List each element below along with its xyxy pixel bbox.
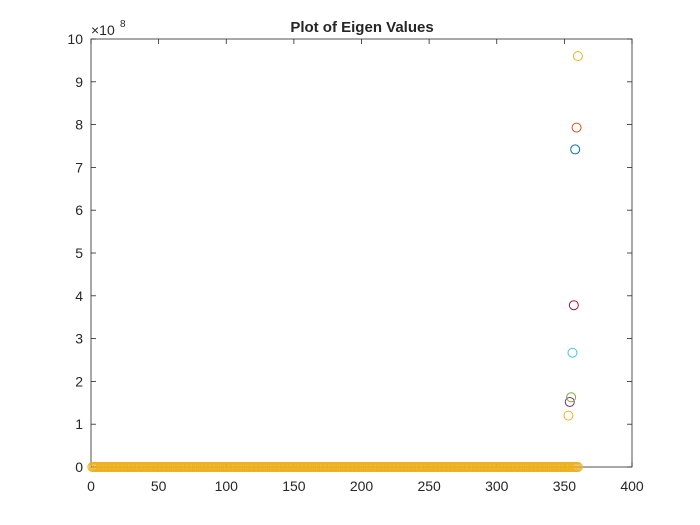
x-tick-label: 0 — [87, 478, 95, 494]
y-tick-label: 2 — [75, 373, 83, 389]
eigenvalue-point — [572, 51, 583, 62]
baseline-point — [572, 462, 583, 472]
y-tick-label: 5 — [75, 245, 83, 261]
y-tick-label: 4 — [75, 288, 83, 304]
y-multiplier-exponent: 8 — [120, 19, 126, 30]
x-tick-label: 250 — [417, 478, 441, 494]
eigenvalue-point — [566, 392, 577, 403]
eigenvalue-point — [568, 300, 579, 311]
x-tick-label: 400 — [620, 478, 644, 494]
data-points — [87, 51, 583, 472]
x-tick-label: 150 — [282, 478, 306, 494]
x-tick-label: 100 — [215, 478, 239, 494]
x-tick-label: 300 — [485, 478, 509, 494]
y-tick-label: 1 — [75, 416, 83, 432]
y-tick-label: 8 — [75, 117, 83, 133]
eigenvalue-point — [564, 396, 575, 407]
axes: 0 50 100 150 200 250 300 350 400 0 1 2 3 4 5 6 7 8 9 10 — [67, 31, 643, 494]
x-tick-label: 350 — [553, 478, 577, 494]
y-tick-label: 7 — [75, 159, 83, 175]
y-tick-label: 3 — [75, 331, 83, 347]
y-tick-label: 6 — [75, 202, 83, 218]
eigenvalue-point — [571, 122, 582, 133]
x-tick-label: 200 — [350, 478, 374, 494]
y-tick-label: 10 — [67, 31, 83, 47]
eigenvalue-point — [563, 410, 574, 421]
y-axis-multiplier: ×10 8 — [91, 19, 126, 38]
y-tick-label: 0 — [75, 459, 83, 475]
x-tick-label: 50 — [151, 478, 167, 494]
eigenvalue-point — [570, 144, 581, 155]
eigenvalue-point — [567, 347, 578, 358]
y-multiplier-base: ×10 — [91, 22, 115, 38]
chart-title: Plot of Eigen Values — [290, 19, 433, 36]
plot-area — [90, 38, 633, 468]
y-tick-label: 9 — [75, 74, 83, 90]
